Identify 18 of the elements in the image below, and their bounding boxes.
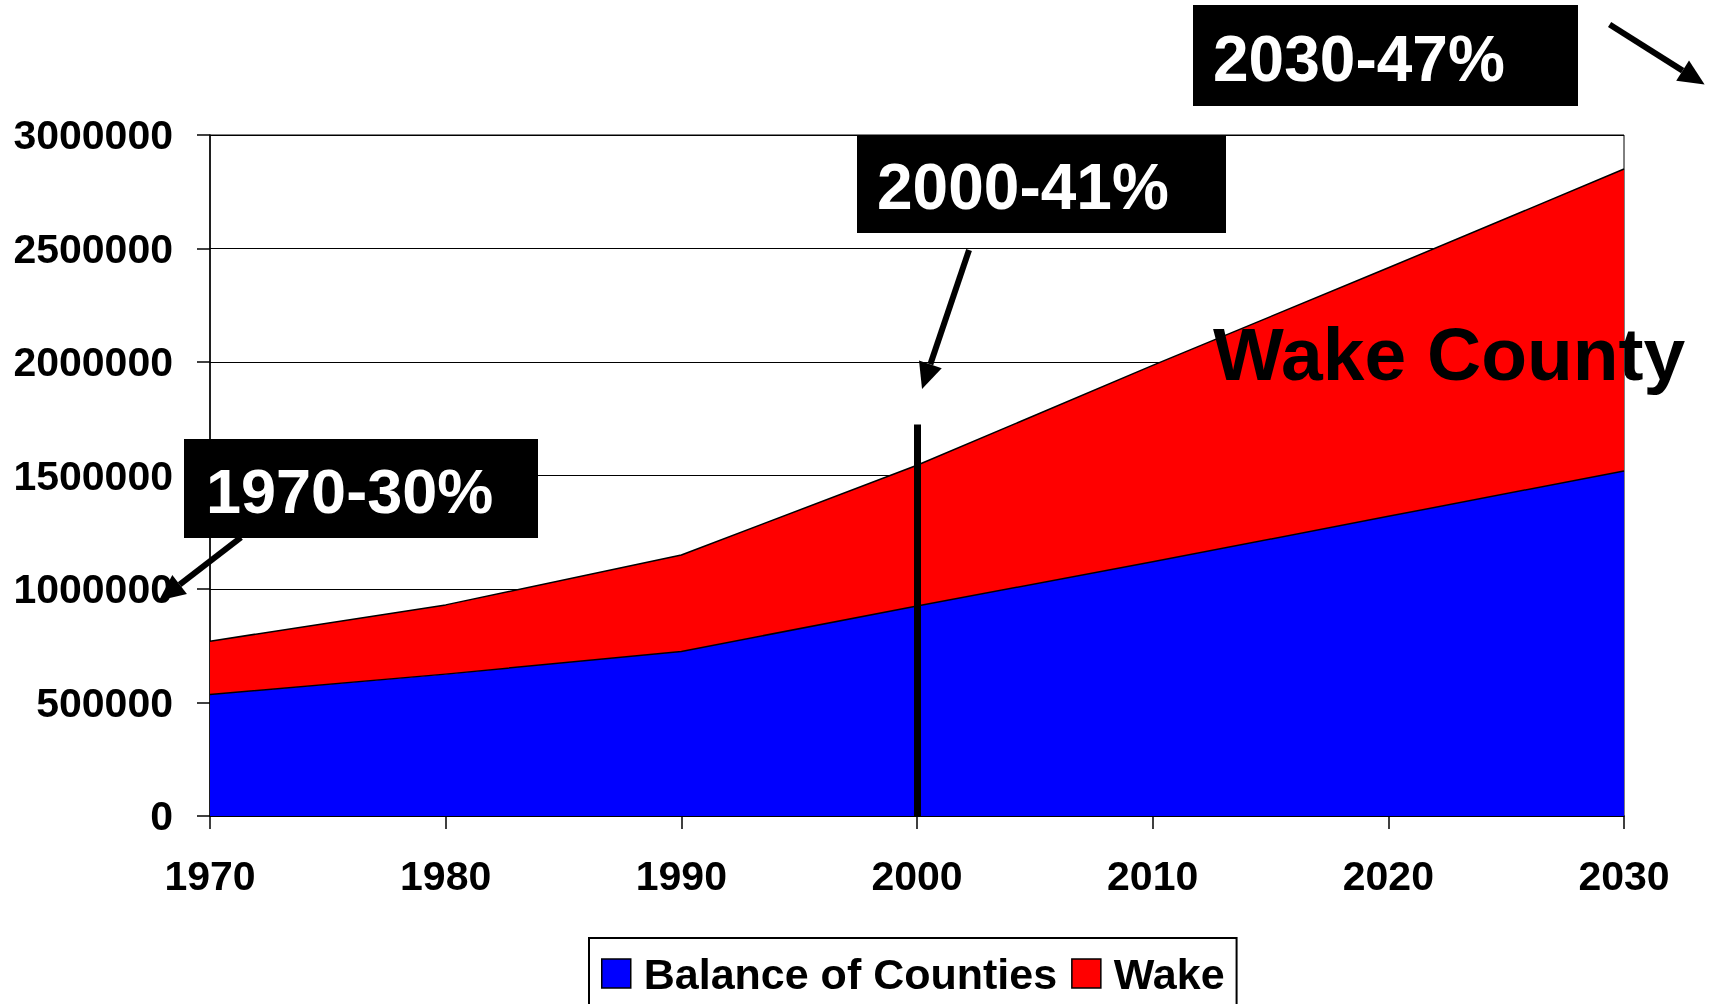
- y-tick-label: 1500000: [13, 452, 173, 499]
- x-tick-label: 1980: [400, 852, 492, 899]
- y-tick-label: 500000: [36, 679, 173, 726]
- y-tick-label: 2000000: [13, 339, 173, 385]
- y-tick-label: 2500000: [13, 225, 173, 272]
- x-tick-label: 2010: [1107, 852, 1199, 899]
- x-tick-label: 2000: [871, 852, 963, 899]
- legend-label: Balance of Counties: [643, 949, 1058, 998]
- x-tick-label: 1970: [164, 852, 256, 899]
- y-tick-label: 0: [150, 793, 173, 839]
- x-tick-label: 1990: [635, 852, 727, 899]
- annotation: 2000-41%: [877, 151, 1169, 223]
- legend-label: Wake: [1113, 949, 1225, 998]
- x-tick-label: 2030: [1578, 852, 1670, 899]
- annotation: 1970-30%: [206, 456, 494, 526]
- x-tick-label: 2020: [1342, 852, 1434, 899]
- y-tick-label: 3000000: [13, 112, 173, 158]
- text: 2030-47%: [1213, 23, 1505, 95]
